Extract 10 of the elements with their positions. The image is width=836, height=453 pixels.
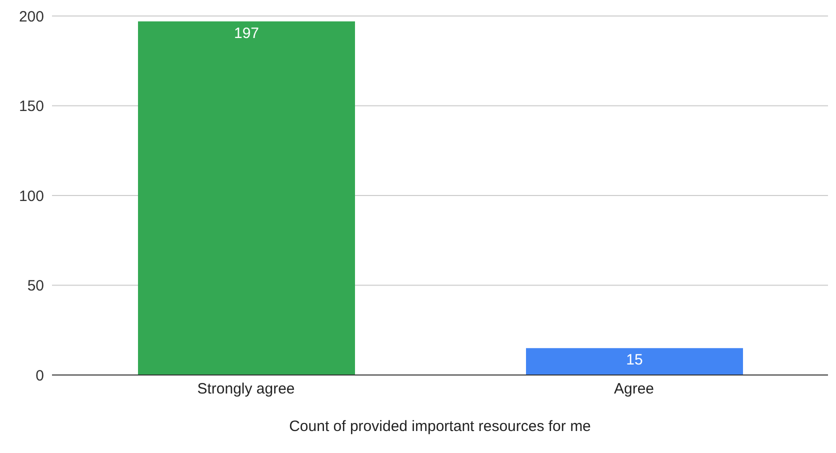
y-tick-label: 50 <box>27 278 44 295</box>
y-tick-label: 150 <box>18 98 44 116</box>
y-tick-label: 100 <box>18 188 44 205</box>
data-label: 197 <box>234 25 260 42</box>
x-axis-title: Count of provided important resources for me <box>289 418 591 435</box>
y-tick-label: 200 <box>18 8 44 26</box>
x-tick-label: Agree <box>614 380 654 398</box>
x-tick-label: Strongly agree <box>197 380 295 398</box>
y-tick-label: 0 <box>36 367 44 384</box>
data-label: 15 <box>626 352 643 369</box>
